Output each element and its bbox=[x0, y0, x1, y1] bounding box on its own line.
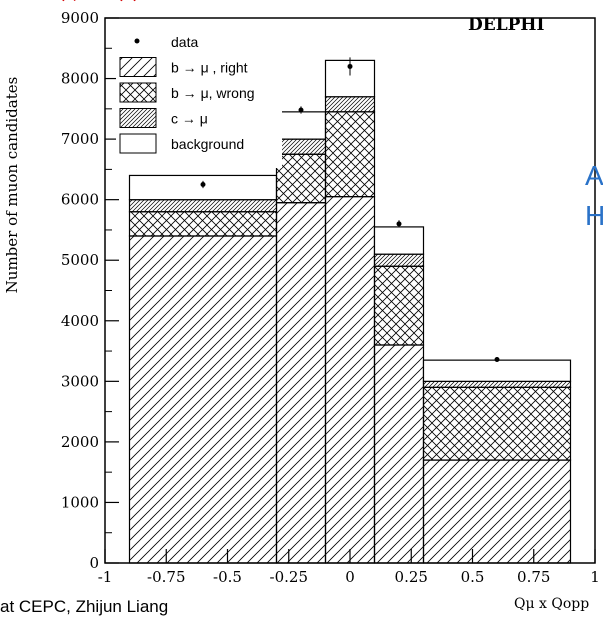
data-point bbox=[494, 357, 500, 363]
y-tick-label: 6000 bbox=[61, 191, 99, 209]
data-point bbox=[347, 63, 353, 69]
side-text-a: A bbox=[585, 160, 603, 191]
bar-0-4 bbox=[422, 459, 572, 564]
y-tick-label: 4000 bbox=[61, 312, 99, 330]
bar-3-3 bbox=[373, 226, 425, 255]
bar-1-4 bbox=[422, 386, 572, 461]
bar-1-3 bbox=[373, 265, 425, 346]
bar-2-2 bbox=[324, 96, 376, 113]
cropped-red-text bbox=[62, 0, 136, 2]
x-tick-label: -1 bbox=[98, 568, 113, 586]
bar-1-2 bbox=[324, 111, 376, 198]
legend-swatch-2 bbox=[119, 82, 157, 103]
bar-3-1 bbox=[275, 111, 327, 140]
legend-swatch-4 bbox=[119, 133, 157, 154]
data-points bbox=[200, 57, 500, 363]
y-tick-label: 8000 bbox=[61, 70, 99, 88]
bar-0-3 bbox=[373, 344, 425, 564]
x-tick-label: 0 bbox=[345, 568, 355, 586]
data-point bbox=[396, 221, 402, 227]
y-tick-label: 0 bbox=[89, 554, 99, 572]
legend-label-4: background bbox=[171, 136, 244, 152]
bar-3-4 bbox=[422, 359, 572, 382]
side-text-h: H bbox=[585, 200, 603, 231]
x-tick-label: 0.5 bbox=[461, 568, 485, 586]
legend-marker-data bbox=[134, 38, 140, 44]
legend-label-0: data bbox=[171, 34, 198, 50]
legend-swatch-3 bbox=[119, 108, 157, 128]
x-tick-label: 0.75 bbox=[517, 568, 550, 586]
x-tick-label: 0.25 bbox=[395, 568, 428, 586]
legend-label-1: b → μ , right bbox=[171, 60, 248, 76]
legend: data b → μ , right b → μ, wrong c → μ backgr… bbox=[116, 30, 282, 168]
bar-2-3 bbox=[373, 253, 425, 267]
y-tick-label: 3000 bbox=[61, 372, 99, 390]
bar-0-1 bbox=[275, 202, 327, 564]
y-tick-label: 9000 bbox=[61, 9, 99, 27]
bar-0-0 bbox=[128, 235, 278, 564]
legend-label-3: c → μ bbox=[171, 111, 208, 127]
bars-layer bbox=[128, 59, 572, 564]
bar-2-4 bbox=[422, 380, 572, 388]
x-tick-label: -0.25 bbox=[270, 568, 308, 586]
legend-swatch-1 bbox=[119, 57, 157, 77]
bar-2-0 bbox=[128, 199, 278, 213]
x-tick-label: -0.5 bbox=[213, 568, 242, 586]
data-point bbox=[200, 182, 206, 188]
bar-2-1 bbox=[275, 138, 327, 155]
footer-text: at CEPC, Zhijun Liang bbox=[0, 597, 169, 616]
legend-label-2: b → μ, wrong bbox=[171, 85, 255, 101]
experiment-label: DELPHI bbox=[468, 15, 544, 35]
x-tick-label: -0.75 bbox=[147, 568, 185, 586]
x-tick-label: 1 bbox=[590, 568, 600, 586]
y-tick-label: 2000 bbox=[61, 433, 99, 451]
bar-1-1 bbox=[275, 153, 327, 204]
bar-0-2 bbox=[324, 196, 376, 564]
y-tick-label: 5000 bbox=[61, 251, 99, 269]
y-tick-label: 7000 bbox=[61, 130, 99, 148]
y-axis-label: Number of muon candidates bbox=[3, 77, 21, 294]
axis-ticks: 0 1000 2000 3000 4000 5000 6000 7000 8000 9000 -1 -… bbox=[61, 9, 600, 586]
data-point bbox=[298, 107, 304, 113]
x-axis-label: Qμ x Qopp bbox=[514, 596, 589, 612]
cropped-header-fragment bbox=[40, 0, 180, 8]
bar-1-0 bbox=[128, 211, 278, 237]
y-tick-label: 1000 bbox=[61, 493, 99, 511]
